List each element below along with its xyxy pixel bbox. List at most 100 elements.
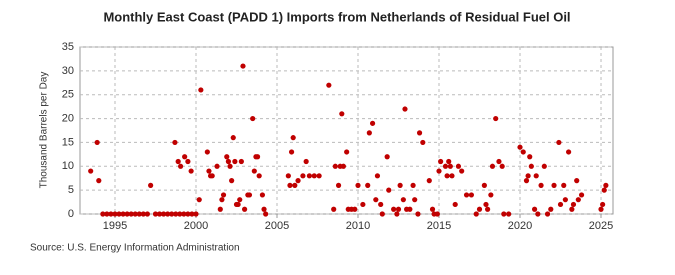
data-point	[434, 211, 440, 217]
data-point	[88, 168, 94, 174]
data-point	[352, 206, 358, 212]
data-point	[256, 173, 262, 179]
data-point	[295, 178, 301, 184]
data-point	[288, 149, 295, 155]
data-point	[238, 158, 244, 165]
data-point	[227, 163, 233, 169]
data-point	[204, 149, 210, 155]
data-point	[473, 211, 479, 217]
data-point	[112, 211, 118, 217]
y-tick-label: 15	[62, 136, 74, 148]
data-point	[455, 163, 462, 169]
x-tick-label: 2000	[184, 220, 208, 232]
data-point	[335, 182, 342, 188]
data-point	[501, 211, 507, 217]
data-point	[196, 197, 202, 203]
data-point	[108, 211, 114, 217]
data-point	[232, 158, 238, 165]
chart-title: Monthly East Coast (PADD 1) Imports from…	[103, 9, 570, 24]
data-point	[182, 154, 188, 160]
x-tick-label: 2015	[427, 220, 451, 232]
data-point	[214, 163, 220, 169]
data-point	[499, 163, 505, 169]
data-point	[481, 182, 487, 188]
data-point	[426, 178, 432, 184]
data-point	[177, 211, 183, 217]
data-point	[485, 206, 491, 212]
data-point	[551, 182, 557, 188]
data-point	[241, 206, 248, 212]
data-point	[169, 211, 175, 217]
data-point	[148, 182, 154, 188]
data-point	[178, 163, 184, 169]
data-point	[386, 187, 392, 193]
x-tick-label: 2010	[346, 220, 370, 232]
data-point	[140, 211, 146, 217]
data-point	[397, 182, 403, 188]
data-point	[316, 173, 322, 179]
data-point	[287, 182, 293, 188]
data-point	[598, 206, 604, 212]
data-point	[152, 211, 159, 217]
data-point	[446, 158, 452, 165]
data-point	[285, 173, 291, 179]
data-point	[603, 182, 609, 188]
data-point	[156, 211, 163, 217]
data-point	[566, 149, 572, 155]
data-point	[365, 182, 371, 188]
data-point	[300, 173, 306, 179]
data-point	[104, 211, 110, 217]
data-point	[570, 201, 577, 208]
data-point	[442, 163, 449, 169]
data-point	[230, 135, 236, 141]
data-point	[220, 192, 227, 198]
data-point	[493, 115, 499, 122]
y-tick-label: 35	[62, 41, 74, 53]
x-tick-label: 2005	[265, 220, 289, 232]
data-point	[172, 139, 178, 146]
data-point	[144, 211, 150, 217]
x-tick-label: 1995	[103, 220, 127, 232]
data-point	[206, 168, 212, 174]
data-point	[181, 211, 187, 217]
data-point	[407, 206, 413, 212]
data-point	[447, 163, 453, 169]
plot-area	[79, 46, 614, 215]
data-point	[400, 197, 406, 203]
y-tick-label: 20	[62, 112, 74, 124]
data-point	[533, 173, 539, 179]
data-point	[246, 192, 253, 198]
data-point	[384, 154, 390, 160]
data-point	[379, 211, 385, 217]
data-point	[340, 163, 347, 169]
data-point	[391, 206, 397, 212]
data-point	[528, 163, 534, 169]
data-point	[489, 163, 496, 169]
data-point	[136, 211, 142, 217]
data-point	[468, 192, 475, 198]
y-axis-label: Thousand Barrels per Day	[39, 72, 50, 189]
data-point	[541, 163, 547, 169]
data-point	[438, 158, 444, 165]
data-point	[306, 173, 313, 179]
data-point	[94, 139, 100, 146]
data-point	[237, 197, 243, 203]
data-point	[527, 154, 533, 160]
x-tick-label: 2020	[508, 220, 532, 232]
data-point	[538, 182, 544, 188]
data-point	[355, 182, 361, 188]
data-point	[556, 139, 562, 146]
data-point	[116, 211, 122, 217]
data-point	[240, 63, 246, 69]
data-point	[332, 163, 338, 169]
data-point	[436, 168, 442, 174]
data-point	[531, 206, 538, 212]
data-point	[175, 158, 181, 165]
data-point	[124, 211, 130, 217]
data-point	[562, 197, 568, 203]
data-point	[132, 211, 138, 217]
data-point	[311, 173, 317, 179]
data-point	[410, 182, 416, 188]
data-point	[463, 192, 470, 198]
